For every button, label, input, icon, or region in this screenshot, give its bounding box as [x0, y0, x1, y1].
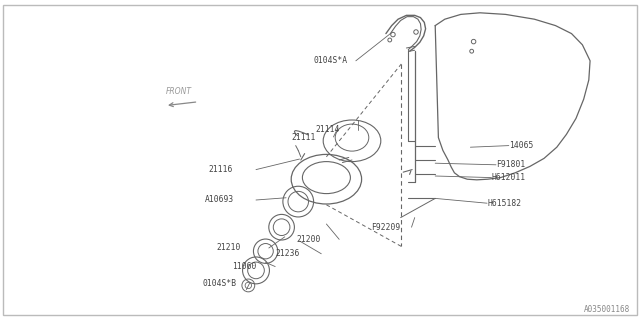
- Text: F92209: F92209: [371, 223, 401, 232]
- Text: 21111: 21111: [291, 133, 316, 142]
- Text: FRONT: FRONT: [166, 87, 192, 96]
- Text: 0104S*A: 0104S*A: [314, 56, 348, 65]
- Text: 0104S*B: 0104S*B: [203, 279, 237, 288]
- Text: H612011: H612011: [492, 173, 525, 182]
- Text: 21236: 21236: [275, 249, 300, 258]
- Text: 21200: 21200: [296, 235, 321, 244]
- Text: 11060: 11060: [232, 262, 257, 271]
- Text: 21114: 21114: [316, 125, 340, 134]
- Text: 21116: 21116: [208, 165, 232, 174]
- Text: 14065: 14065: [509, 141, 533, 150]
- Text: 21210: 21210: [216, 244, 241, 252]
- Text: A035001168: A035001168: [584, 305, 630, 314]
- Text: A10693: A10693: [205, 196, 234, 204]
- Text: H615182: H615182: [487, 199, 521, 208]
- Text: F91801: F91801: [496, 160, 525, 169]
